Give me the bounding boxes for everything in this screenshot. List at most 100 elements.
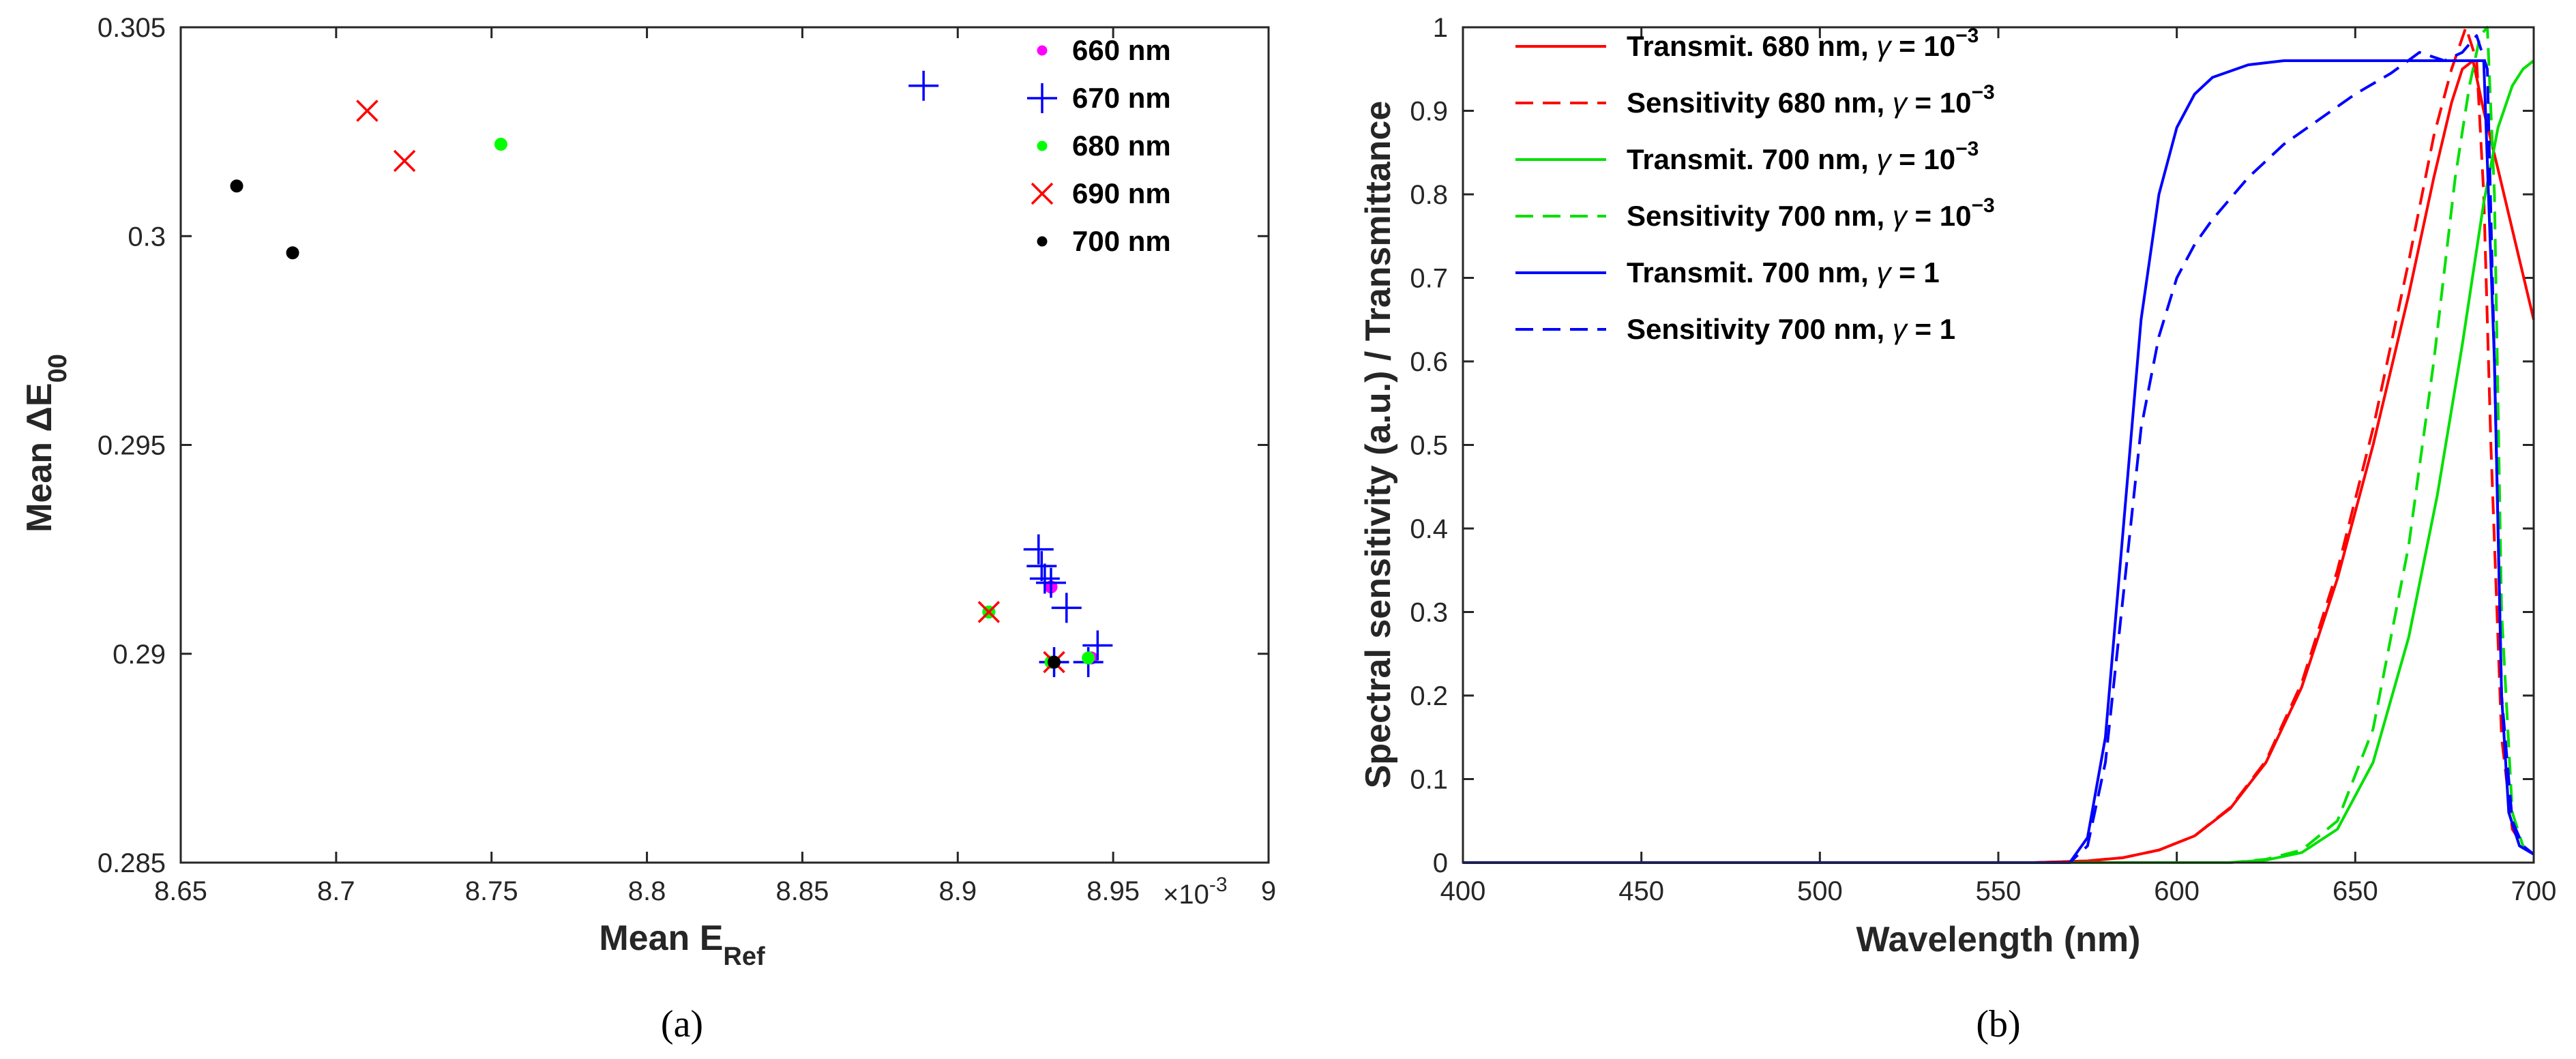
chart-a-ylabel-sub: 00 [44, 354, 72, 383]
chart-a-xtick-label: 8.65 [154, 876, 207, 906]
chart-b-xtick-label: 450 [1618, 876, 1664, 906]
chart-a-ytick-label: 0.285 [98, 848, 166, 878]
chart-b-legend-label: Sensitivity 700 nm, γ = 1 [1627, 313, 1955, 345]
chart-b-ytick-label: 0.6 [1410, 347, 1448, 377]
chart-a-legend-entry: 660 nm [1037, 34, 1171, 66]
chart-b-ytick-label: 0 [1433, 848, 1448, 878]
chart-b-series-line [1463, 26, 2535, 864]
chart-a-xtick-label: 8.95 [1086, 876, 1140, 906]
chart-b-legend-label: Transmit. 680 nm, γ = 10−3 [1627, 25, 1979, 62]
chart-a-legend-label: 670 nm [1072, 82, 1171, 114]
chart-b-series-line [1463, 34, 2535, 864]
chart-b-xtick-label: 400 [1440, 876, 1486, 906]
chart-a-ylabel: Mean ΔE00 [20, 354, 72, 533]
chart-b-ytick-label: 0.5 [1410, 431, 1448, 461]
chart-b-ytick-label: 0.9 [1410, 97, 1448, 127]
chart-b-xtick-label: 700 [2511, 876, 2557, 906]
chart-b: 400 450 500 550 600 650 700 0 0.1 0.2 0.3 0.4 0.5 0.6… [1359, 13, 2556, 1045]
chart-a-legend-entry: 700 nm [1037, 225, 1171, 257]
chart-a-point [977, 601, 1001, 623]
chart-b-lines [1463, 26, 2535, 864]
chart-a-panel-label: (a) [661, 1003, 703, 1045]
chart-a-xlabel-main: Mean E [599, 919, 723, 958]
chart-a-xtick-label: 8.8 [628, 876, 666, 906]
chart-b-xlabel: Wavelength (nm) [1856, 920, 2141, 959]
chart-b-legend-entry: Transmit. 700 nm, γ = 1 [1515, 256, 1940, 288]
chart-a-tick-labels: 8.65 8.7 8.75 8.8 8.85 8.9 8.95 9 0.285 0.29 0.295… [98, 13, 1276, 906]
chart-a-legend-label: 690 nm [1072, 177, 1171, 209]
chart-b-ytick-label: 0.7 [1410, 264, 1448, 294]
chart-b-xtick-label: 650 [2333, 876, 2378, 906]
chart-a-ytick-label: 0.295 [98, 431, 166, 461]
chart-a-legend-label: 660 nm [1072, 34, 1171, 66]
chart-a-point [1082, 651, 1095, 665]
chart-a-xtick-label: 8.85 [775, 876, 829, 906]
chart-a-legend-entry: 690 nm [1031, 177, 1171, 209]
chart-a-point [908, 70, 939, 101]
chart-a-legend-label: 700 nm [1072, 225, 1171, 257]
chart-a-legend-marker [1037, 140, 1048, 151]
chart-a-ylabel-main: Mean ΔE [20, 383, 59, 532]
chart-a-ytick-label: 0.305 [98, 13, 166, 43]
chart-b-ytick-label: 0.2 [1410, 681, 1448, 711]
chart-a-point [1051, 593, 1082, 623]
chart-a-point [286, 246, 299, 260]
chart-a: 8.65 8.7 8.75 8.8 8.85 8.9 8.95 9 0.285 0.29 0.295… [20, 13, 1276, 1045]
chart-b-ytick-label: 0.8 [1410, 180, 1448, 210]
chart-b-series-line [1463, 26, 2535, 864]
chart-b-legend-entry: Sensitivity 700 nm, γ = 1 [1515, 313, 1955, 345]
chart-a-x-multiplier: ×10-3 [1163, 874, 1228, 910]
chart-a-point [356, 100, 379, 122]
chart-a-point [494, 138, 507, 151]
chart-a-xtick-label: 9 [1261, 876, 1276, 906]
chart-b-tick-labels: 400 450 500 550 600 650 700 0 0.1 0.2 0.3 0.4 0.5 0.6… [1410, 13, 2556, 906]
chart-b-axes-box [1462, 26, 2535, 864]
chart-b-legend-label: Transmit. 700 nm, γ = 1 [1627, 256, 1940, 288]
chart-a-ytick-label: 0.29 [113, 640, 166, 670]
chart-b-ytick-label: 1 [1433, 13, 1448, 43]
chart-b-ytick-label: 0.3 [1410, 598, 1448, 628]
chart-a-point [1036, 567, 1066, 598]
chart-b-ytick-label: 0.4 [1410, 514, 1448, 544]
chart-a-legend-marker [1031, 182, 1054, 205]
chart-a-legend-entry: 680 nm [1037, 130, 1171, 162]
chart-a-point [230, 179, 243, 193]
chart-a-point [1029, 563, 1060, 594]
chart-a-xlabel-sub: Ref [723, 942, 765, 971]
chart-b-legend-label: Transmit. 700 nm, γ = 10−3 [1627, 138, 1979, 175]
chart-b-series-line [1463, 59, 2535, 864]
chart-a-ytick-label: 0.3 [128, 222, 166, 252]
chart-b-plot-area [1463, 27, 2534, 863]
chart-a-point [1026, 551, 1057, 582]
chart-b-ylabel: Spectral sensitivity (a.u.) / Transmitta… [1359, 101, 1398, 789]
chart-a-legend: 660 nm 670 nm 680 nm 690 nm 700 nm [1027, 34, 1171, 257]
chart-a-x-multiplier-exp: -3 [1209, 874, 1228, 896]
chart-a-legend-marker [1027, 83, 1057, 113]
chart-b-xtick-label: 550 [1976, 876, 2022, 906]
chart-a-legend-marker [1037, 236, 1048, 247]
chart-a-xtick-label: 8.7 [317, 876, 355, 906]
chart-a-xtick-label: 8.75 [465, 876, 518, 906]
chart-a-xtick-label: 8.9 [938, 876, 977, 906]
chart-b-legend-entry: Transmit. 680 nm, γ = 10−3 [1515, 25, 1979, 62]
chart-a-point [1023, 534, 1054, 565]
chart-a-x-multiplier-base: ×10 [1163, 880, 1209, 910]
chart-a-series-700-nm [230, 179, 1061, 669]
chart-a-axes-box [179, 26, 1270, 864]
chart-a-point [1082, 630, 1113, 661]
chart-b-xtick-label: 600 [2154, 876, 2200, 906]
chart-a-point [393, 149, 416, 173]
chart-b-panel-label: (b) [1976, 1003, 2020, 1045]
chart-a-point [1048, 655, 1061, 669]
chart-b-xtick-label: 500 [1797, 876, 1843, 906]
chart-a-plot-area [181, 27, 1269, 863]
chart-b-legend: Transmit. 680 nm, γ = 10−3 Sensitivity 68… [1515, 25, 1995, 345]
chart-b-legend-entry: Transmit. 700 nm, γ = 10−3 [1515, 138, 1979, 175]
chart-a-marks [230, 70, 1113, 677]
chart-b-legend-label: Sensitivity 680 nm, γ = 10−3 [1627, 81, 1995, 119]
chart-a-legend-label: 680 nm [1072, 130, 1171, 162]
chart-a-legend-entry: 670 nm [1027, 82, 1171, 114]
chart-b-legend-label: Sensitivity 700 nm, γ = 10−3 [1627, 194, 1995, 232]
chart-a-legend-marker [1037, 45, 1048, 56]
